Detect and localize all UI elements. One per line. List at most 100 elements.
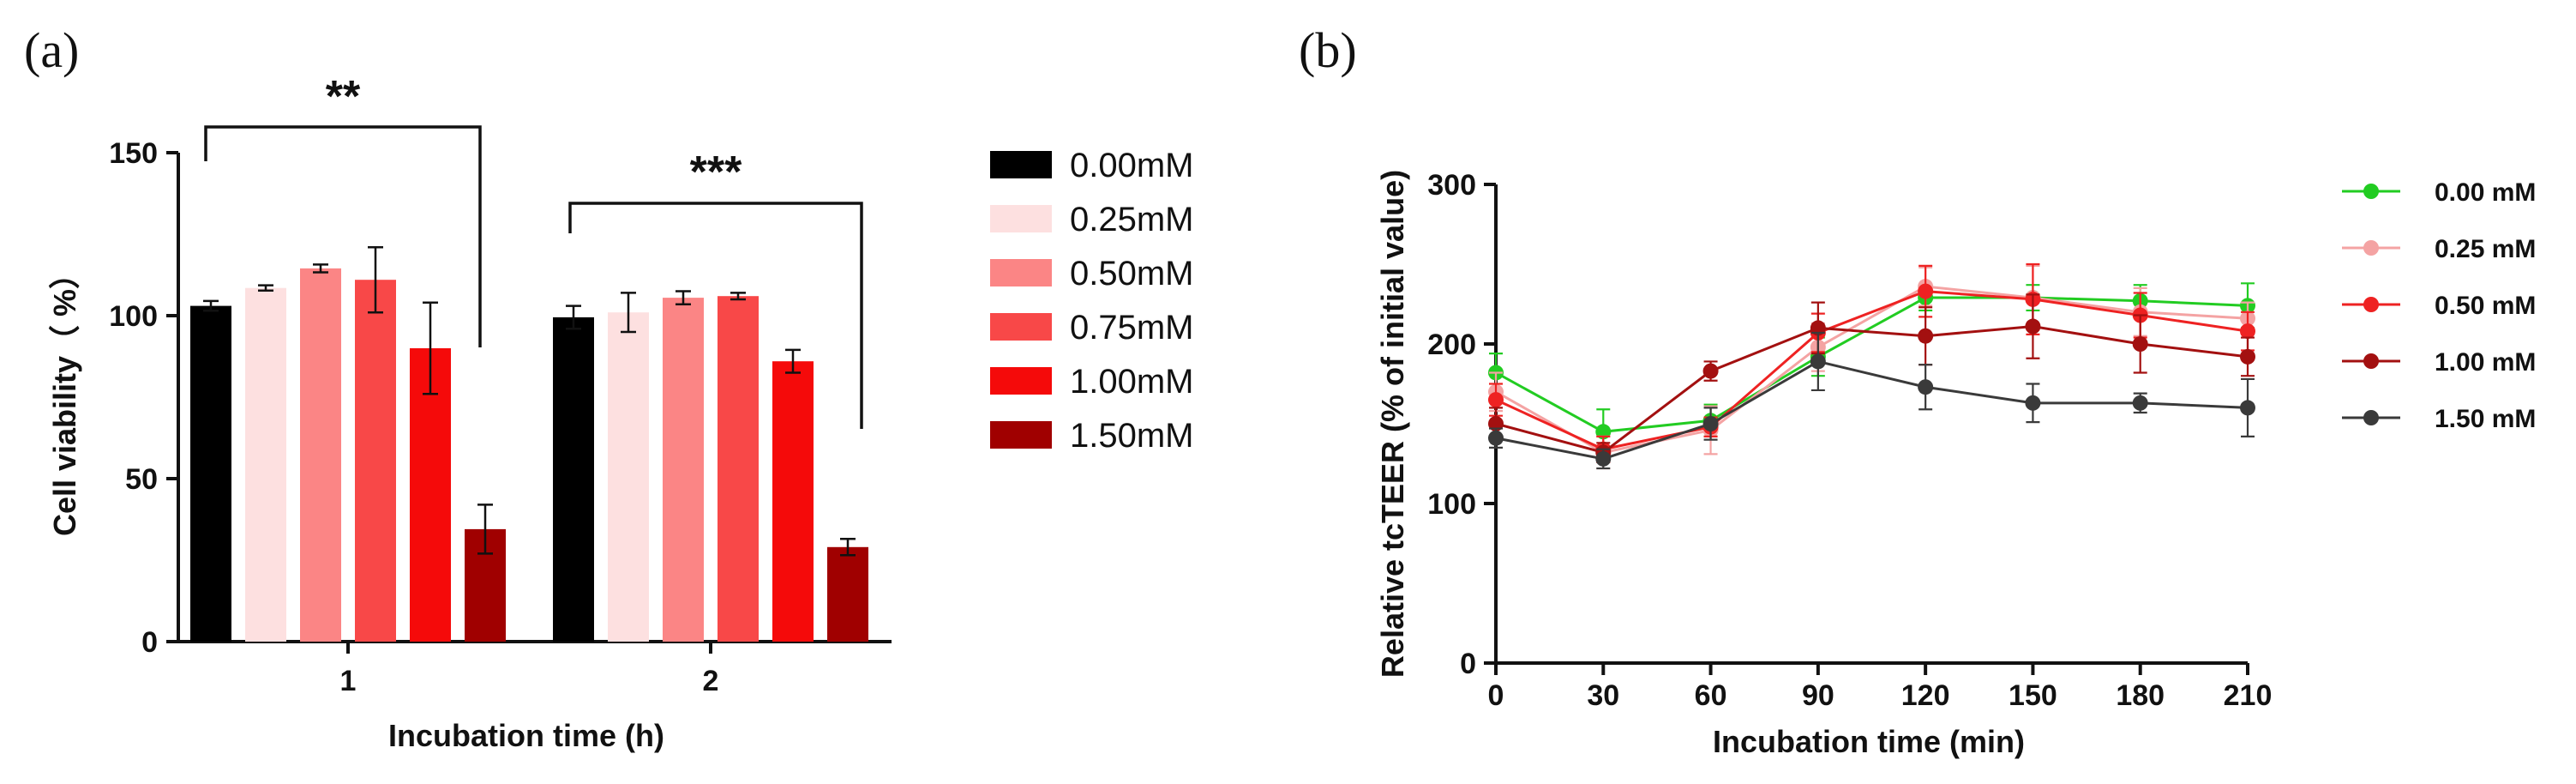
bar-y-tick-label: 0 bbox=[141, 626, 158, 659]
line-series bbox=[1488, 331, 2255, 470]
bar-error-bar bbox=[730, 292, 746, 301]
data-point bbox=[2132, 395, 2148, 411]
data-point bbox=[1918, 328, 1934, 344]
data-point bbox=[1488, 430, 1504, 446]
bar-legend-swatch bbox=[990, 421, 1052, 449]
series-line bbox=[1495, 296, 2249, 433]
series-line bbox=[1495, 290, 2249, 451]
line-x-tick-label: 120 bbox=[1901, 679, 1950, 712]
bar bbox=[245, 287, 286, 642]
line-legend-label: 0.50 mM bbox=[2435, 292, 2536, 320]
line-chart-plot: 0 100 200 300 0 30 60 90 120 150 180 210 bbox=[1427, 169, 2272, 712]
data-point bbox=[2240, 348, 2255, 365]
data-point bbox=[2025, 318, 2041, 335]
series-line bbox=[1495, 285, 2249, 455]
line-legend-marker bbox=[2363, 353, 2379, 369]
series-line bbox=[1495, 359, 2249, 461]
panel-label-b: (b) bbox=[1299, 22, 1357, 78]
bar-error-bar bbox=[785, 348, 801, 374]
bar bbox=[410, 348, 451, 642]
line-x-tick-label: 60 bbox=[1695, 679, 1727, 712]
data-point bbox=[2132, 336, 2148, 352]
bar-error-bar bbox=[566, 305, 581, 330]
bar-legend-label: 0.50mM bbox=[1070, 255, 1194, 292]
line-y-tick-label: 0 bbox=[1460, 648, 1476, 680]
bar-error-bar bbox=[203, 299, 219, 312]
bar bbox=[553, 317, 594, 642]
significance-label-2: *** bbox=[690, 148, 742, 197]
bar-x-tick-label: 2 bbox=[703, 665, 719, 697]
data-point bbox=[1595, 450, 1612, 467]
line-chart-x-axis-title: Incubation time (min) bbox=[1713, 724, 2025, 759]
line-legend-label: 0.00 mM bbox=[2435, 178, 2536, 207]
bar-legend-swatch bbox=[990, 259, 1052, 286]
bar bbox=[663, 298, 704, 642]
significance-bracket-1: ** bbox=[204, 72, 482, 347]
line-y-tick-label: 100 bbox=[1427, 488, 1476, 521]
bar bbox=[355, 280, 396, 642]
bar-error-bar bbox=[621, 292, 636, 334]
bar-chart-x-axis-title: Incubation time (h) bbox=[388, 718, 664, 753]
line-x-tick-label: 150 bbox=[2009, 679, 2057, 712]
bar-chart-legend: 0.00mM 0.25mM 0.50mM 0.75mM 1.00mM 1.50mM bbox=[990, 147, 1194, 455]
bar-legend-swatch bbox=[990, 313, 1052, 341]
bar bbox=[190, 305, 231, 642]
bar-legend-label: 0.25mM bbox=[1070, 201, 1194, 238]
line-legend-label: 1.00 mM bbox=[2435, 348, 2536, 377]
data-point bbox=[2025, 395, 2041, 411]
series-line bbox=[1495, 325, 2249, 455]
line-x-tick-label: 0 bbox=[1488, 679, 1504, 712]
line-legend-label: 1.50 mM bbox=[2435, 405, 2536, 433]
line-x-tick-label: 30 bbox=[1587, 679, 1619, 712]
panel-label-a: (a) bbox=[24, 22, 79, 78]
data-point bbox=[1702, 363, 1719, 379]
line-legend-marker bbox=[2363, 240, 2379, 256]
line-x-tick-label: 180 bbox=[2116, 679, 2165, 712]
bar-legend-label: 0.00mM bbox=[1070, 147, 1194, 184]
bar-legend-swatch bbox=[990, 151, 1052, 178]
line-legend-marker bbox=[2363, 297, 2379, 312]
line-legend-marker bbox=[2363, 184, 2379, 199]
bar-error-bar bbox=[313, 263, 328, 274]
line-x-tick-label: 90 bbox=[1802, 679, 1834, 712]
line-legend-marker bbox=[2363, 410, 2379, 425]
line-chart-y-axis-title: Relative tcTEER (% of initial value) bbox=[1375, 170, 1410, 678]
line-y-tick-label: 300 bbox=[1427, 169, 1476, 202]
bar-error-bar bbox=[368, 245, 383, 314]
bar bbox=[300, 268, 341, 642]
bar bbox=[718, 296, 759, 642]
bar-error-bar bbox=[258, 284, 273, 292]
bar-error-bar bbox=[423, 301, 438, 395]
bar-y-tick-label: 50 bbox=[125, 463, 158, 496]
significance-label-1: ** bbox=[326, 72, 361, 122]
line-legend-label: 0.25 mM bbox=[2435, 235, 2536, 263]
bar bbox=[827, 546, 868, 642]
bar-y-tick-label: 100 bbox=[109, 300, 158, 333]
line-chart-legend: 0.00 mM 0.25 mM 0.50 mM 1.00 mM 1.50 mM bbox=[2342, 178, 2536, 433]
bar-error-bar bbox=[676, 290, 691, 305]
data-point bbox=[1810, 353, 1826, 370]
bar-legend-label: 1.00mM bbox=[1070, 363, 1194, 401]
bar-error-bar bbox=[477, 504, 493, 555]
bar bbox=[772, 361, 814, 642]
data-point bbox=[1918, 283, 1934, 299]
data-point bbox=[1702, 416, 1719, 431]
data-point bbox=[2240, 400, 2255, 416]
bar-error-bar bbox=[840, 538, 856, 557]
bar-chart-plot: 0 50 100 150 1 2 bbox=[109, 137, 892, 697]
bar-legend-label: 0.75mM bbox=[1070, 309, 1194, 347]
bar-legend-swatch bbox=[990, 205, 1052, 232]
bar-legend-swatch bbox=[990, 367, 1052, 395]
bar-chart-y-axis-title: Cell viability（ %） bbox=[47, 258, 82, 536]
data-point bbox=[1488, 392, 1504, 408]
bar bbox=[608, 312, 649, 642]
bar-legend-label: 1.50mM bbox=[1070, 417, 1194, 455]
data-point bbox=[2240, 323, 2255, 340]
line-y-tick-label: 200 bbox=[1427, 329, 1476, 361]
line-x-tick-label: 210 bbox=[2224, 679, 2273, 712]
significance-bracket-2: *** bbox=[568, 148, 863, 429]
bar-x-tick-label: 1 bbox=[340, 665, 357, 697]
data-point bbox=[1918, 379, 1934, 395]
bar-y-tick-label: 150 bbox=[109, 137, 158, 170]
